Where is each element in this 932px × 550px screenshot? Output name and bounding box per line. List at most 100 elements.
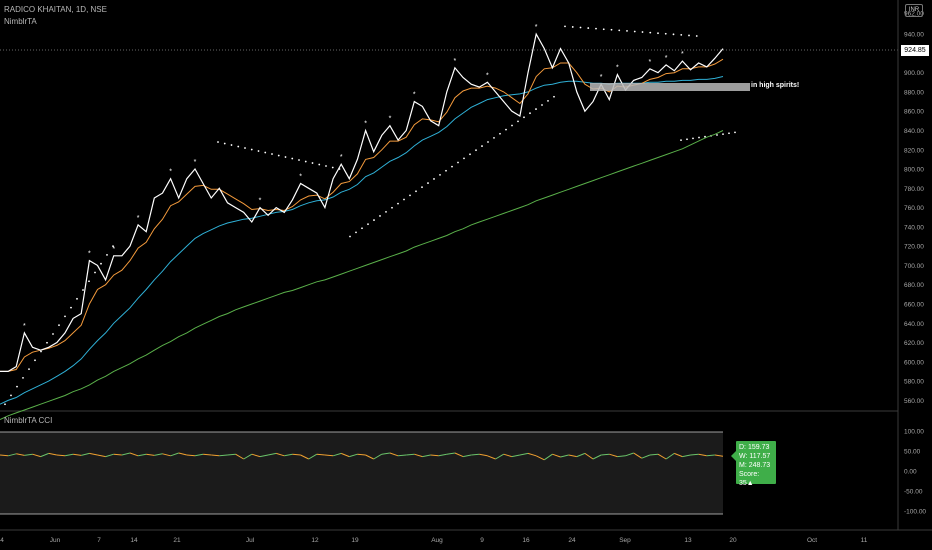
trail-dot [16, 386, 18, 388]
trail-dot [244, 147, 246, 149]
trail-dot [580, 27, 582, 29]
trail-dot [553, 96, 555, 98]
time-tick-label: 21 [173, 537, 181, 544]
trail-dot [649, 32, 651, 34]
signal-star: * [486, 72, 489, 79]
trail-dot [439, 174, 441, 176]
trail-dot [535, 108, 537, 110]
currency-badge[interactable]: INR [905, 4, 923, 17]
trail-dot [271, 153, 273, 155]
time-tick-label: 14 [130, 537, 138, 544]
time-tick-label: Jul [246, 537, 255, 544]
trail-dot [511, 125, 513, 127]
trail-dot [634, 31, 636, 33]
trail-dot [291, 158, 293, 160]
trail-dot [278, 155, 280, 157]
signal-star: * [616, 65, 619, 72]
trail-dot [28, 368, 30, 370]
indicator-name: NimblrTA [4, 17, 37, 26]
signal-star: * [681, 51, 684, 58]
trail-dot [58, 324, 60, 326]
trail-dot [391, 207, 393, 209]
trail-dot [22, 377, 24, 379]
trail-dot [734, 132, 736, 134]
time-tick-label: 19 [351, 537, 359, 544]
stat-monthly: M: 248.73 [739, 461, 773, 470]
trail-dot [52, 333, 54, 335]
trail-dot [564, 25, 566, 27]
trail-dot [231, 144, 233, 146]
price-tick-label: 860.00 [904, 109, 924, 116]
trail-dot [82, 289, 84, 291]
cci-band [0, 432, 723, 514]
cci-tick-label: -100.00 [904, 509, 926, 516]
trail-dot [686, 138, 688, 140]
signal-star: * [112, 246, 115, 253]
trail-dot [626, 30, 628, 32]
trail-dot [475, 149, 477, 151]
price-tick-label: 620.00 [904, 340, 924, 347]
trail-dot [264, 152, 266, 154]
price-tick-label: 560.00 [904, 398, 924, 405]
price-tick-label: 880.00 [904, 89, 924, 96]
trail-dot [529, 112, 531, 114]
trail-dot [680, 139, 682, 141]
trail-dot [355, 231, 357, 233]
trail-dot [728, 132, 730, 134]
stat-score: Score: 35▲ [739, 470, 773, 488]
trail-dot [34, 359, 36, 361]
trail-dot [94, 272, 96, 274]
trail-dot [379, 215, 381, 217]
price-tick-label: 580.00 [904, 379, 924, 386]
signal-star: * [649, 59, 652, 66]
trail-dot [547, 100, 549, 102]
trail-dot [251, 149, 253, 151]
price-tick-label: 640.00 [904, 321, 924, 328]
time-tick-label: 20 [729, 537, 737, 544]
time-tick-label: Sep [619, 537, 631, 544]
trail-dot [312, 162, 314, 164]
time-tick-label: 16 [522, 537, 530, 544]
signal-star: * [535, 24, 538, 31]
price-tick-label: 760.00 [904, 205, 924, 212]
price-tick-label: 600.00 [904, 359, 924, 366]
trail-dot [385, 211, 387, 213]
time-tick-label: 13 [684, 537, 692, 544]
cci-indicator-name: NimblrTA CCI [4, 416, 52, 425]
signal-star: * [454, 58, 457, 65]
trail-dot [642, 31, 644, 33]
time-tick-label: 12 [311, 537, 319, 544]
trail-dot [106, 254, 108, 256]
price-tick-label: 660.00 [904, 301, 924, 308]
trail-dot [487, 141, 489, 143]
price-tick-label: 820.00 [904, 147, 924, 154]
trail-dot [332, 167, 334, 169]
trail-dot [4, 403, 6, 405]
signal-star: * [23, 323, 26, 330]
signal-star: * [364, 120, 367, 127]
signal-star: * [169, 169, 172, 176]
score-box: D: 159.73 W: 117.57 M: 248.73 Score: 35▲ [736, 441, 776, 484]
price-tick-label: 680.00 [904, 282, 924, 289]
signal-star: * [259, 198, 262, 205]
signal-star: * [413, 92, 416, 99]
stat-daily: D: 159.73 [739, 443, 773, 452]
time-tick-label: Aug [431, 537, 443, 544]
signal-star: * [600, 74, 603, 81]
time-tick-label: 11 [861, 537, 868, 544]
symbol-title: RADICO KHAITAN, 1D, NSE [4, 5, 107, 14]
trail-dot [10, 395, 12, 397]
trail-dot [463, 158, 465, 160]
trail-dot [403, 199, 405, 201]
trail-dot [499, 133, 501, 135]
trail-dot [451, 166, 453, 168]
trail-dot [716, 134, 718, 136]
trail-dot [523, 116, 525, 118]
trail-dot [415, 190, 417, 192]
stat-weekly: W: 117.57 [739, 452, 773, 461]
trail-dot [469, 153, 471, 155]
ema-fast-line [0, 59, 723, 371]
time-tick-label: 24 [568, 537, 576, 544]
trail-dot [587, 27, 589, 29]
annotation-bar [590, 83, 750, 91]
